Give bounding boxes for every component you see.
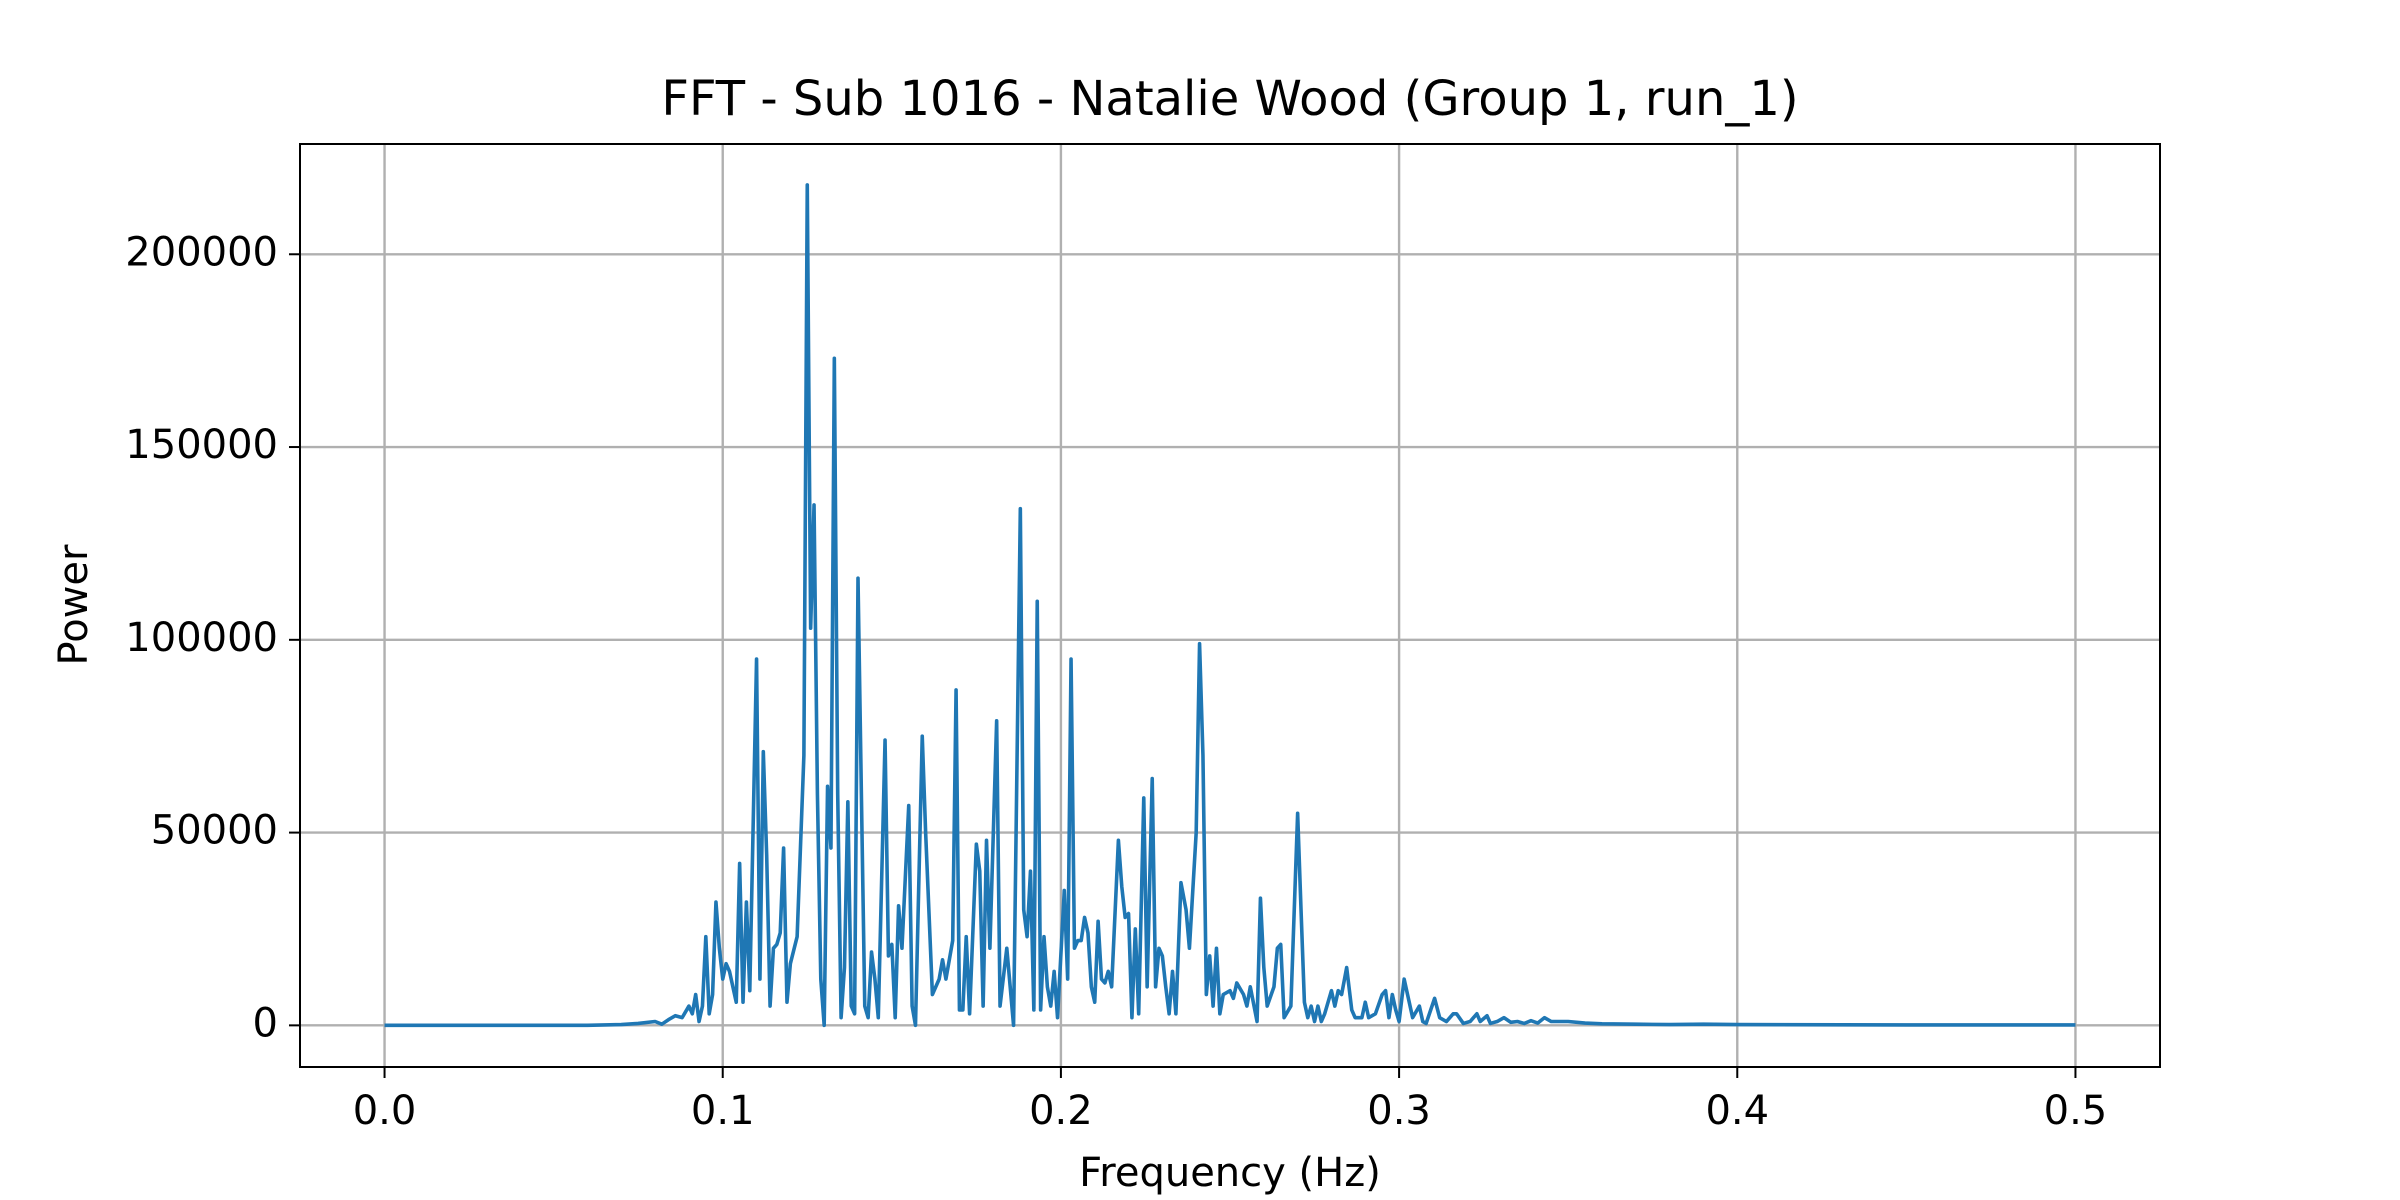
y-tick-label: 200000 xyxy=(125,229,278,275)
x-tick-label: 0.5 xyxy=(2044,1088,2108,1134)
plot-frame xyxy=(299,143,2161,1068)
y-tick-label: 100000 xyxy=(125,615,278,661)
y-axis-label: Power xyxy=(51,544,97,665)
x-tick-label: 0.1 xyxy=(691,1088,755,1134)
x-tick-label: 0.0 xyxy=(353,1088,417,1134)
y-tick-label: 50000 xyxy=(151,808,278,854)
y-tick-label: 0 xyxy=(253,1000,278,1046)
x-axis-label: Frequency (Hz) xyxy=(1079,1150,1381,1196)
data-line xyxy=(384,183,2076,1028)
x-tick-label: 0.2 xyxy=(1029,1088,1093,1134)
x-tick-label: 0.4 xyxy=(1705,1088,1769,1134)
chart-title: FFT - Sub 1016 - Natalie Wood (Group 1, … xyxy=(661,71,1798,127)
x-tick-label: 0.3 xyxy=(1367,1088,1431,1134)
y-tick-label: 150000 xyxy=(125,422,278,468)
